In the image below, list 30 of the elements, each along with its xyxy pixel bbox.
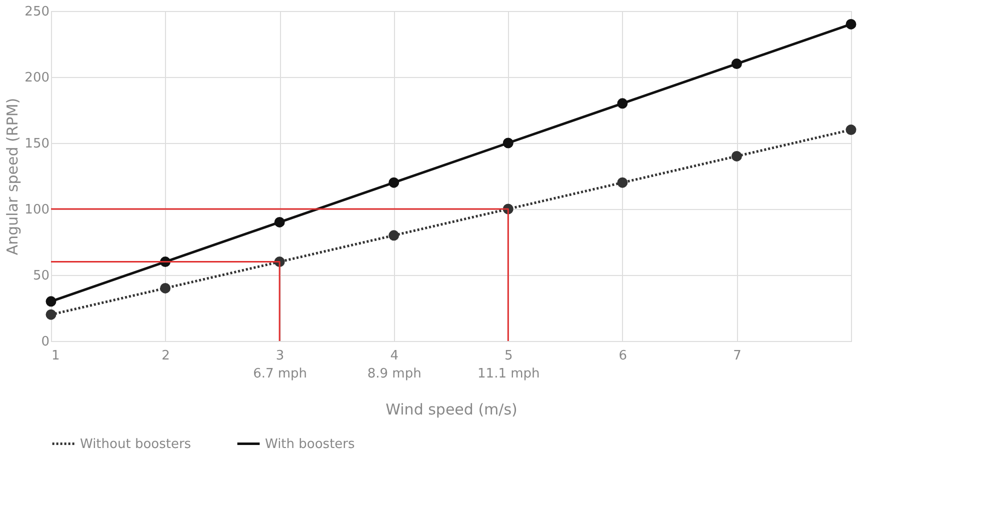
x-tick-label: 6 [618, 348, 628, 364]
point [617, 177, 628, 188]
x-tick-label: 1 [52, 348, 60, 364]
y-tick-label: 150 [24, 136, 50, 152]
point [46, 309, 56, 320]
point [846, 124, 856, 136]
x-tick-label: 3 6.7 mph [253, 348, 308, 382]
legend-label: With boosters [265, 436, 356, 452]
x-tick-label: 7 [733, 348, 742, 364]
x-tick-label: 4 8.9 mph [367, 348, 422, 382]
point [731, 150, 742, 162]
y-tick-label: 50 [32, 268, 50, 284]
y-tick-label: 100 [24, 202, 50, 218]
point [731, 58, 742, 70]
point [617, 98, 628, 109]
point [160, 282, 171, 294]
point [388, 177, 400, 188]
x-axis-title: Wind speed (m/s) [386, 400, 518, 418]
y-axis-title: Angular speed (RPM) [4, 98, 22, 256]
x-tick-label: 5 11.1 mph [478, 348, 540, 382]
point [274, 216, 285, 228]
point [46, 296, 56, 307]
point [502, 138, 514, 148]
point [846, 18, 856, 30]
legend-label: Without boosters [80, 436, 192, 452]
y-tick-label: 200 [24, 70, 50, 86]
x-tick-label: 2 [162, 348, 170, 364]
point [388, 230, 400, 241]
y-tick-label: 250 [24, 4, 50, 20]
y-tick-label: 0 [41, 334, 50, 350]
